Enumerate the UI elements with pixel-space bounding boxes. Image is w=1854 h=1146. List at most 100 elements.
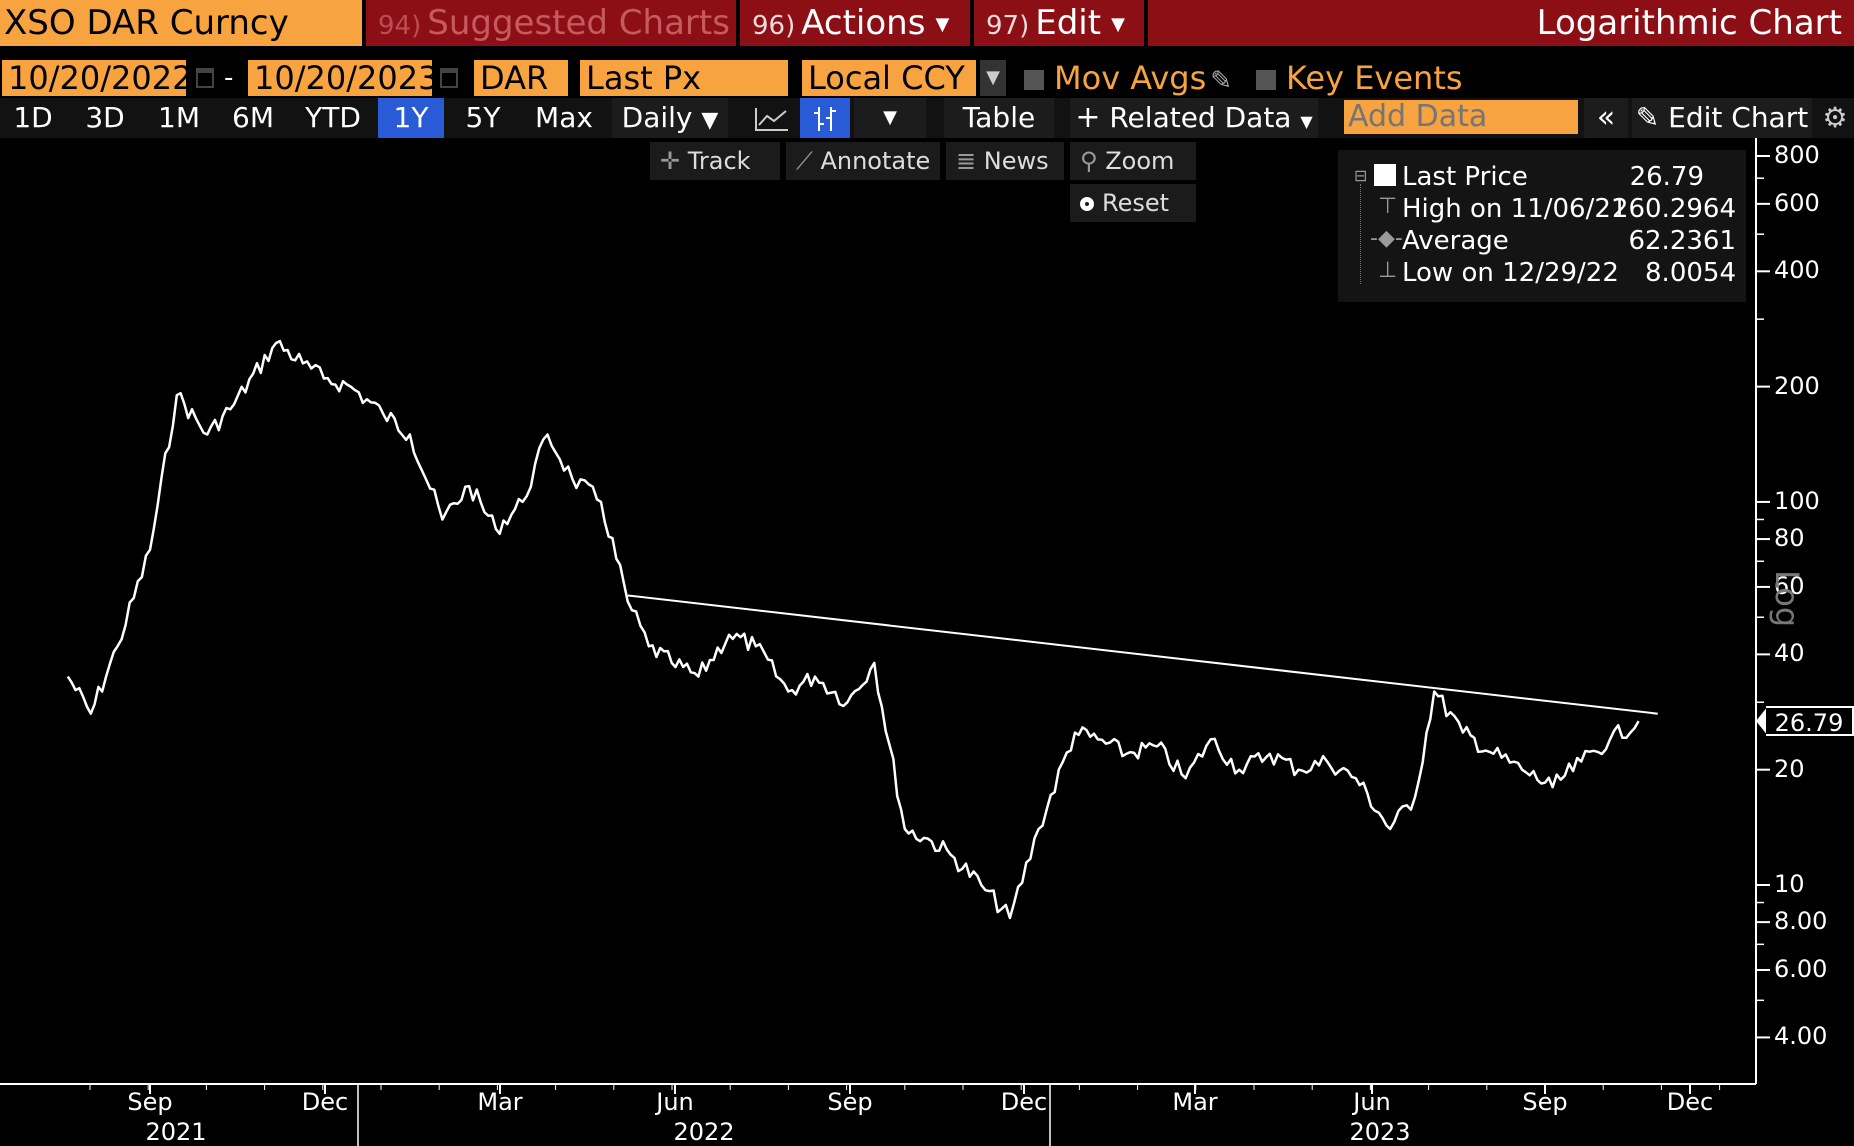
x-tick-label: Mar [477, 1088, 523, 1116]
price-chart[interactable] [0, 138, 1854, 1146]
y-tick-label: 4.00 [1774, 1022, 1828, 1051]
mov-avgs-checkbox[interactable] [1024, 70, 1044, 90]
x-tick-label: Sep [127, 1088, 173, 1116]
related-data-button[interactable]: + Related Data ▼ [1070, 98, 1318, 138]
pencil-icon: ✎ [1635, 101, 1660, 134]
suggested-charts-menu[interactable]: 94) Suggested Charts [366, 0, 736, 46]
magnifier-icon: ⚲ [1080, 147, 1098, 175]
edit-chart-button[interactable]: ✎ Edit Chart [1632, 98, 1812, 138]
annotate-button[interactable]: ⟋ Annotate [786, 142, 940, 180]
average-marker-icon: -◆- [1370, 226, 1403, 251]
period-max[interactable]: Max [535, 101, 593, 134]
legend-high-label: High on 11/06/21 [1402, 194, 1628, 224]
legend-low-value: 8.0054 [1645, 258, 1736, 288]
x-tick-label: Dec [301, 1088, 349, 1116]
collapse-icon[interactable]: « [1584, 98, 1628, 138]
gear-icon[interactable]: ⚙ [1822, 101, 1848, 134]
y-tick-label: 600 [1774, 188, 1820, 217]
frequency-selector[interactable]: Daily ▼ [612, 98, 728, 138]
y-tick-label: 400 [1774, 256, 1820, 285]
start-date-value: 10/20/2022 [8, 60, 186, 96]
date-separator: - [224, 63, 234, 93]
key-events-label: Key Events [1286, 59, 1463, 97]
zoom-button[interactable]: ⚲ Zoom [1070, 142, 1196, 180]
line-chart-icon[interactable] [744, 98, 800, 138]
add-data-input[interactable] [1344, 100, 1578, 134]
security-field[interactable]: DAR [474, 60, 568, 96]
related-data-label: Related Data [1109, 101, 1292, 134]
edit-menu[interactable]: 97) Edit ▼ [974, 0, 1144, 46]
crosshair-icon: ✛ [660, 147, 681, 175]
news-button[interactable]: ≣ News [946, 142, 1064, 180]
x-tick-label: Sep [827, 1088, 873, 1116]
collapse-legend-icon[interactable]: ⊟ [1354, 166, 1368, 185]
calendar-icon[interactable] [440, 68, 458, 88]
table-button[interactable]: Table [944, 98, 1054, 138]
legend-last-label: Last Price [1402, 162, 1528, 192]
news-icon: ≣ [956, 147, 977, 175]
mov-avgs-toggle[interactable]: Mov Avgs ✎ [1024, 59, 1232, 97]
track-button[interactable]: ✛ Track [650, 142, 780, 180]
page-title: Logarithmic Chart [1148, 0, 1854, 46]
period-5y[interactable]: 5Y [465, 101, 501, 134]
price-line [66, 339, 1640, 920]
chevron-down-icon[interactable]: ▼ [980, 60, 1006, 96]
edit-number: 97) [986, 11, 1030, 41]
reset-label: Reset [1102, 189, 1170, 217]
chart-axes [0, 138, 1770, 1146]
high-marker-icon: ⊤ [1378, 194, 1398, 219]
legend-average-label: Average [1402, 226, 1509, 256]
x-year-label: 2022 [673, 1118, 735, 1146]
chevron-down-icon: ▼ [701, 108, 719, 133]
pencil-icon[interactable]: ✎ [1210, 66, 1233, 96]
actions-menu[interactable]: 96) Actions ▼ [740, 0, 970, 46]
calendar-icon[interactable] [196, 68, 214, 88]
chart-type-dropdown[interactable]: ▼ [854, 98, 926, 138]
reset-button[interactable]: Reset [1070, 184, 1196, 222]
legend-last-value: 26.79 [1629, 162, 1704, 192]
period-ytd[interactable]: YTD [305, 101, 361, 134]
y-tick-label: 20 [1774, 754, 1805, 783]
currency-selector[interactable]: Local CCY [802, 60, 976, 96]
log-scale-label: Log [1768, 570, 1806, 628]
period-6m[interactable]: 6M [232, 101, 274, 134]
y-tick-label: 200 [1774, 371, 1820, 400]
period-1d[interactable]: 1D [13, 101, 53, 134]
x-tick-label: Jun [656, 1088, 694, 1116]
y-tick-label: 100 [1774, 486, 1820, 515]
legend-high-value: 260.2964 [1611, 194, 1736, 224]
trendline-segment [627, 594, 1658, 715]
chevron-down-icon: ▼ [1300, 112, 1313, 131]
legend-average-value: 62.2361 [1628, 226, 1736, 256]
low-marker-icon: ⊥ [1378, 258, 1398, 283]
bar-chart-icon[interactable] [800, 98, 850, 138]
news-label: News [983, 147, 1049, 175]
period-1y[interactable]: 1Y [378, 98, 444, 138]
chart-legend: ⊟ Last Price 26.79 ⊤ High on 11/06/21 26… [1338, 150, 1746, 302]
key-events-checkbox[interactable] [1256, 70, 1276, 90]
last-price-pointer [1756, 706, 1768, 737]
period-3d[interactable]: 3D [85, 101, 125, 134]
security-ticker-field[interactable]: XSO DAR Curncy [0, 0, 362, 46]
y-tick-label: 80 [1774, 524, 1805, 553]
annotate-icon: ⟋ [796, 147, 813, 175]
mov-avgs-label: Mov Avgs [1054, 59, 1207, 97]
key-events-toggle[interactable]: Key Events [1256, 60, 1476, 96]
actions-label: Actions [801, 3, 926, 43]
y-tick-label: 8.00 [1774, 907, 1828, 936]
top-bar: XSO DAR Curncy 94) Suggested Charts 96) Ac… [0, 0, 1854, 46]
x-tick-label: Dec [1666, 1088, 1714, 1116]
start-date-field[interactable]: 10/20/2022 [2, 60, 186, 96]
x-tick-label: Jun [1353, 1088, 1391, 1116]
y-tick-label: 6.00 [1774, 954, 1828, 983]
edit-chart-label: Edit Chart [1668, 101, 1809, 134]
x-year-label: 2021 [145, 1118, 207, 1146]
field-selector[interactable]: Last Px [580, 60, 788, 96]
track-label: Track [687, 147, 751, 175]
period-1m[interactable]: 1M [158, 101, 200, 134]
chevron-down-icon: ▼ [935, 13, 950, 35]
last-price-swatch [1374, 164, 1396, 186]
end-date-field[interactable]: 10/20/2023 [248, 60, 432, 96]
bar-chart-icon-glyph [814, 107, 836, 131]
chevron-down-icon: ▼ [883, 107, 897, 128]
